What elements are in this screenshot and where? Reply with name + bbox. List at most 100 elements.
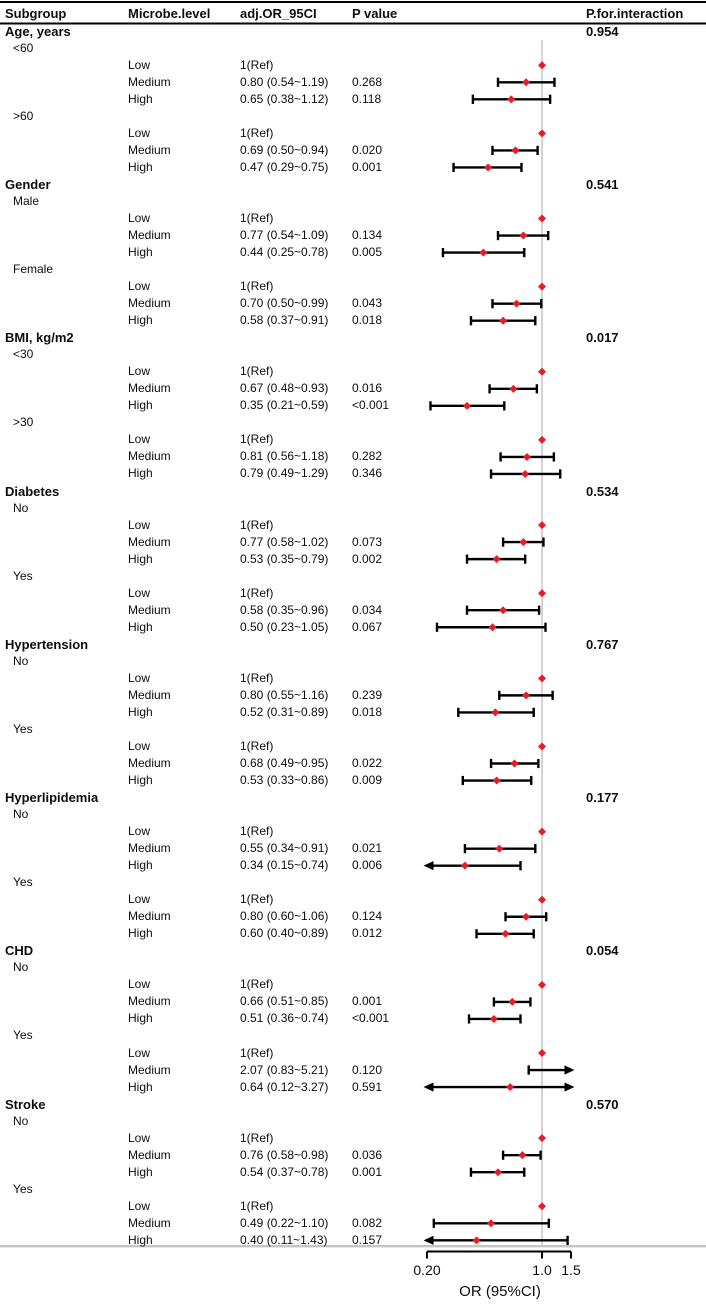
level-label: High bbox=[128, 159, 153, 174]
ci-arrow-left bbox=[423, 1082, 434, 1092]
p-value: 0.018 bbox=[352, 313, 383, 328]
subgroup-label: >30 bbox=[13, 415, 34, 430]
p-value: 0.073 bbox=[352, 534, 383, 549]
or-marker-diamond bbox=[484, 163, 493, 172]
or-ci-value: 0.51 (0.36~0.74) bbox=[240, 1011, 329, 1026]
or-ci-value: 0.49 (0.22~1.10) bbox=[240, 1215, 329, 1230]
subgroup-label: <60 bbox=[13, 40, 34, 55]
or-ci-value: 1(Ref) bbox=[240, 125, 274, 140]
level-label: Medium bbox=[128, 1215, 171, 1230]
level-label: Low bbox=[128, 670, 151, 685]
subgroup-label: Male bbox=[13, 194, 40, 208]
p-interaction-value: 0.534 bbox=[586, 483, 619, 499]
level-label: Medium bbox=[128, 1062, 171, 1077]
level-label: High bbox=[128, 313, 153, 328]
or-marker-diamond bbox=[507, 95, 516, 104]
level-label: Medium bbox=[128, 687, 171, 702]
level-label: Low bbox=[128, 824, 151, 839]
p-value: 0.043 bbox=[352, 296, 383, 311]
or-marker-diamond bbox=[508, 997, 517, 1006]
or-marker-diamond bbox=[519, 231, 528, 240]
or-ci-value: 1(Ref) bbox=[240, 517, 274, 532]
or-ci-value: 1(Ref) bbox=[240, 57, 274, 72]
or-marker-diamond bbox=[519, 538, 528, 547]
level-label: High bbox=[128, 1079, 153, 1094]
or-ci-value: 1(Ref) bbox=[240, 585, 274, 600]
group-label: Diabetes bbox=[5, 483, 60, 499]
subgroup-label: No bbox=[13, 960, 29, 975]
p-interaction-value: 0.954 bbox=[586, 23, 619, 39]
p-interaction-value: 0.767 bbox=[586, 636, 619, 652]
subgroup-label: No bbox=[13, 653, 29, 668]
group-label: Hypertension bbox=[5, 636, 89, 652]
or-marker-diamond bbox=[492, 555, 501, 564]
or-marker-diamond bbox=[538, 827, 547, 836]
level-label: High bbox=[128, 398, 153, 413]
or-ci-value: 0.58 (0.37~0.91) bbox=[240, 313, 329, 328]
level-label: High bbox=[128, 1164, 153, 1179]
subgroup-label: >60 bbox=[13, 108, 34, 123]
axis-tick-label: 1.0 bbox=[532, 1262, 552, 1278]
level-label: Medium bbox=[128, 994, 171, 1009]
p-value: 0.016 bbox=[352, 381, 383, 396]
or-ci-value: 1(Ref) bbox=[240, 364, 274, 379]
level-label: Medium bbox=[128, 534, 171, 549]
or-ci-value: 0.60 (0.40~0.89) bbox=[240, 926, 329, 941]
x-axis-title: OR (95%CI) bbox=[459, 1283, 541, 1300]
or-ci-value: 2.07 (0.83~5.21) bbox=[240, 1062, 329, 1077]
level-label: Medium bbox=[128, 909, 171, 924]
subgroup-label: Female bbox=[13, 262, 54, 277]
p-interaction-value: 0.570 bbox=[586, 1096, 619, 1112]
level-label: High bbox=[128, 91, 153, 106]
ci-arrow-right bbox=[564, 1082, 575, 1092]
or-ci-value: 0.54 (0.37~0.78) bbox=[240, 1164, 329, 1179]
subgroup-label: Yes bbox=[13, 568, 33, 583]
level-label: Low bbox=[128, 585, 151, 600]
level-label: Low bbox=[128, 432, 151, 447]
or-ci-value: 1(Ref) bbox=[240, 738, 274, 753]
or-ci-value: 0.77 (0.58~1.02) bbox=[240, 534, 329, 549]
or-ci-value: 0.40 (0.11~1.43) bbox=[240, 1232, 328, 1247]
group-label: Stroke bbox=[5, 1096, 46, 1112]
or-marker-diamond bbox=[521, 469, 530, 478]
ci-arrow-left bbox=[423, 1235, 434, 1245]
group-label: BMI, kg/m2 bbox=[5, 330, 74, 346]
or-ci-value: 1(Ref) bbox=[240, 279, 274, 294]
or-marker-diamond bbox=[522, 691, 531, 700]
top-rule bbox=[0, 1, 706, 3]
subgroup-label: No bbox=[13, 500, 29, 515]
or-ci-value: 0.81 (0.56~1.18) bbox=[240, 449, 329, 464]
p-interaction-value: 0.017 bbox=[586, 330, 619, 346]
level-label: High bbox=[128, 926, 153, 941]
or-ci-value: 1(Ref) bbox=[240, 1045, 274, 1060]
p-value: 0.082 bbox=[352, 1215, 383, 1230]
or-marker-diamond bbox=[522, 78, 531, 87]
column-header-adj-or-95ci: adj.OR_95CI bbox=[240, 6, 317, 21]
p-value: 0.001 bbox=[352, 159, 383, 174]
or-ci-value: 0.55 (0.34~0.91) bbox=[240, 841, 329, 856]
or-marker-diamond bbox=[510, 759, 519, 768]
or-marker-diamond bbox=[512, 299, 521, 308]
bottom-rule bbox=[0, 1245, 706, 1248]
or-ci-value: 0.64 (0.12~3.27) bbox=[240, 1079, 329, 1094]
or-ci-value: 0.47 (0.29~0.75) bbox=[240, 159, 329, 174]
p-value: 0.001 bbox=[352, 994, 383, 1009]
subgroup-label: No bbox=[13, 1113, 29, 1128]
or-ci-value: 0.80 (0.54~1.19) bbox=[240, 74, 329, 89]
column-header-subgroup: Subgroup bbox=[5, 6, 67, 21]
or-marker-diamond bbox=[538, 1049, 547, 1057]
or-ci-value: 1(Ref) bbox=[240, 670, 274, 685]
level-label: High bbox=[128, 858, 153, 873]
p-value: 0.268 bbox=[352, 74, 383, 89]
level-label: Medium bbox=[128, 74, 171, 89]
subgroup-label: No bbox=[13, 807, 29, 822]
level-label: Medium bbox=[128, 296, 171, 311]
or-ci-value: 0.67 (0.48~0.93) bbox=[240, 381, 329, 396]
p-value: 0.346 bbox=[352, 466, 383, 481]
or-ci-value: 1(Ref) bbox=[240, 211, 274, 226]
or-ci-value: 0.68 (0.49~0.95) bbox=[240, 755, 329, 770]
p-value: 0.124 bbox=[352, 909, 383, 924]
or-marker-diamond bbox=[499, 606, 508, 615]
level-label: Medium bbox=[128, 228, 171, 243]
